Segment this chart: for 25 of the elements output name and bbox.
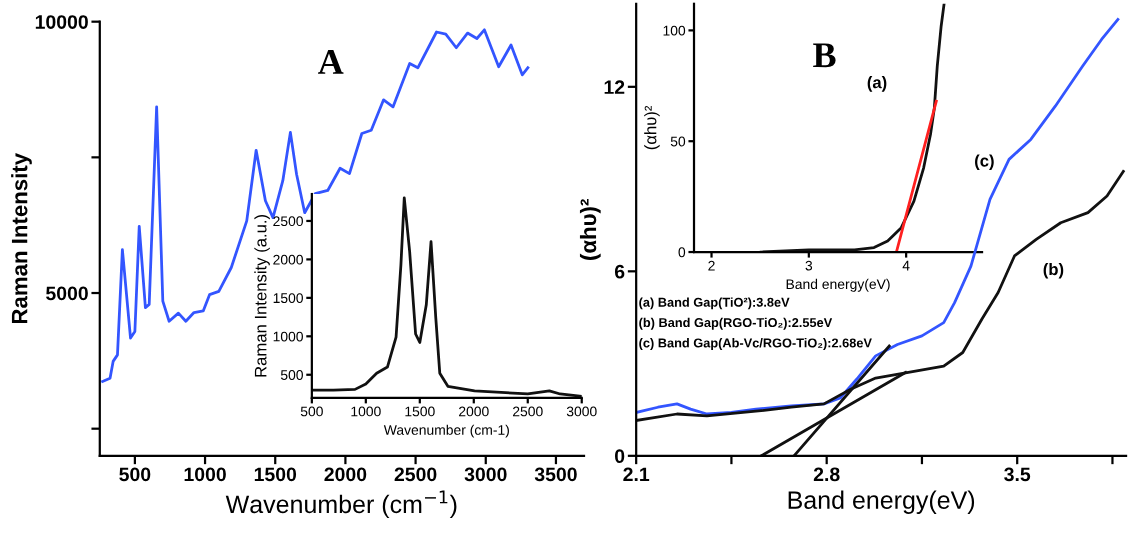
text: B bbox=[813, 43, 836, 68]
x-tick-label: 2500 bbox=[394, 467, 437, 482]
y-axis-title: Raman Intensity bbox=[11, 153, 32, 324]
y-tick-label: 12 bbox=[604, 80, 625, 94]
y-tick-label: 10000 bbox=[35, 15, 88, 29]
x-tick-label: 3.5 bbox=[1004, 467, 1031, 482]
annotation: (b) bbox=[1043, 262, 1064, 279]
annotation: (c) bbox=[975, 154, 994, 170]
x-tick-label: 2.1 bbox=[623, 467, 650, 482]
annotation: (a) bbox=[867, 76, 887, 92]
x-axis-title: Wavenumber (cm$^{−1}$) bbox=[225, 490, 457, 519]
y-axis-title: (αhυ)² bbox=[579, 199, 601, 260]
x-tick-label: 1000 bbox=[184, 467, 226, 482]
y-tick-label: 0 bbox=[615, 449, 625, 464]
x-tick-label: 3500 bbox=[534, 467, 577, 482]
y-axis-title: Raman Intensity (a.u.) bbox=[254, 214, 270, 377]
y-tick-label: 6 bbox=[614, 264, 625, 279]
x-tick-label: 2.8 bbox=[813, 467, 840, 482]
x-tick-label: 500 bbox=[119, 467, 151, 482]
x-tick-label: 2000 bbox=[324, 467, 367, 482]
x-tick-label: 3000 bbox=[464, 467, 507, 482]
y-axis-title: (αhυ)² bbox=[644, 105, 660, 150]
y-tick-label: 5000 bbox=[46, 286, 88, 301]
text: A bbox=[318, 49, 344, 74]
x-axis-title: Band energy(eV) bbox=[788, 490, 975, 514]
